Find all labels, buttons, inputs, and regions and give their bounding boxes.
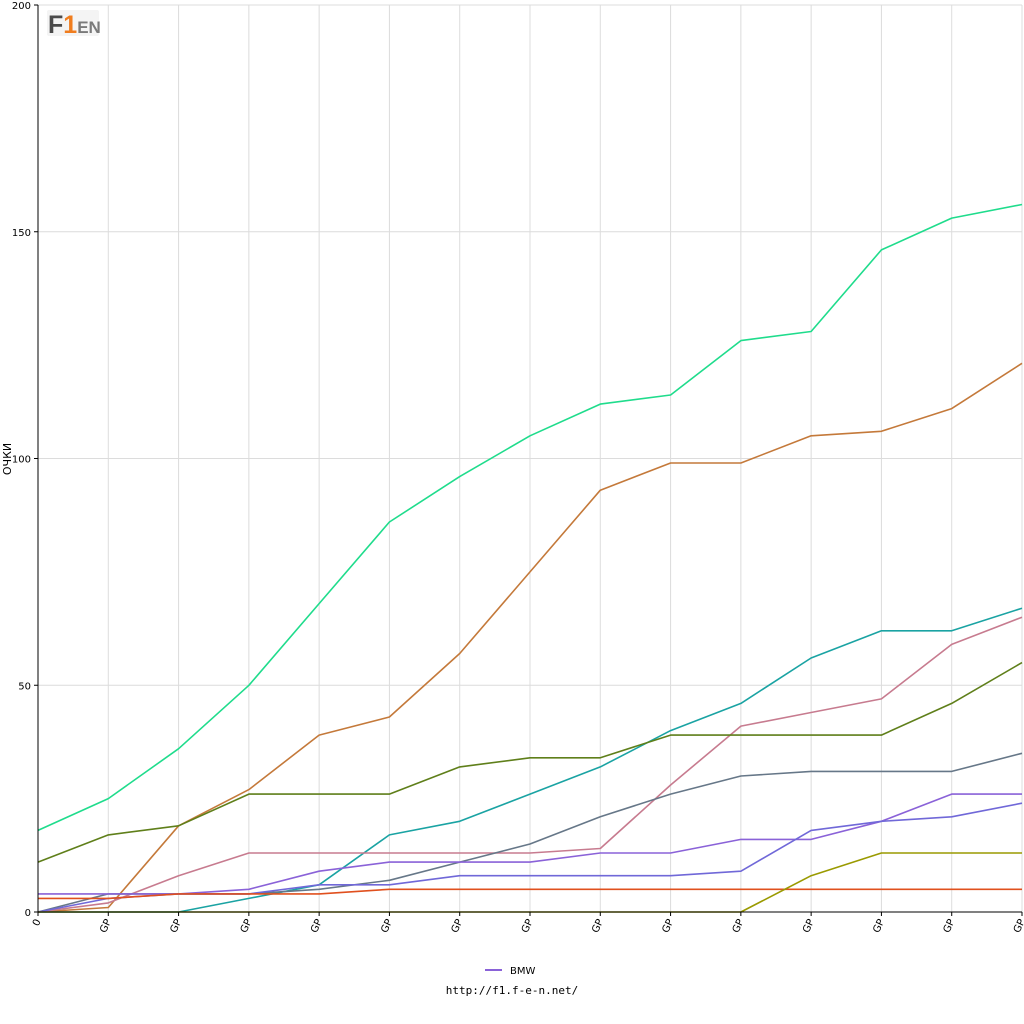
logo-lettering: F1EN: [48, 11, 101, 39]
series-line-unnamed-9: [38, 888, 1022, 900]
x-tick-label: GP: [801, 918, 817, 935]
x-axis-ticks: 0 GP GP GP GP GP GP GP GP GP GP GP GP GP GP: [31, 912, 1024, 935]
x-tick-label: GP: [590, 918, 606, 935]
logo-letter-f: F: [48, 11, 63, 39]
y-axis-title: ОЧКИ: [1, 443, 14, 475]
logo-backdrop: [47, 10, 99, 36]
series-line-unnamed-2: [37, 362, 1023, 913]
logo-letters-en: EN: [77, 18, 101, 37]
logo-digit-one: 1: [63, 11, 77, 39]
legend: BMW: [485, 966, 535, 977]
x-tick-label: GP: [942, 918, 958, 935]
x-tick-label: GP: [98, 918, 114, 935]
series-line-unnamed-5: [37, 661, 1023, 863]
y-tick-label: 0: [25, 908, 31, 919]
x-tick-label: GP: [520, 918, 536, 935]
x-tick-label: GP: [1012, 918, 1024, 935]
y-axis-ticks: 0 50 100 150 200: [12, 1, 38, 919]
x-tick-label: GP: [731, 918, 747, 935]
y-tick-label: 200: [12, 1, 31, 12]
y-tick-label: 150: [12, 228, 31, 239]
x-tick-label: GP: [168, 918, 184, 935]
series-line-bmw: [38, 793, 1022, 895]
x-tick-label: GP: [379, 918, 395, 935]
f1-e-n-logo: F1EN: [47, 10, 101, 39]
x-tick-label: GP: [309, 918, 325, 935]
series-line-unnamed-4: [37, 616, 1023, 913]
source-url: http://f1.f-e-n.net/: [446, 984, 578, 997]
series-line-unnamed-3: [38, 607, 1023, 913]
gridlines: [37, 4, 1023, 913]
y-tick-label: 100: [12, 455, 31, 466]
x-tick-label: GP: [660, 918, 676, 935]
x-tick-label: GP: [450, 918, 466, 935]
x-tick-label: GP: [239, 918, 255, 935]
y-tick-label: 50: [18, 681, 31, 692]
x-tick-label: GP: [871, 918, 887, 935]
legend-label-bmw: BMW: [510, 966, 535, 977]
series-line-unnamed-1: [37, 203, 1023, 832]
x-tick-label: 0: [31, 918, 44, 928]
